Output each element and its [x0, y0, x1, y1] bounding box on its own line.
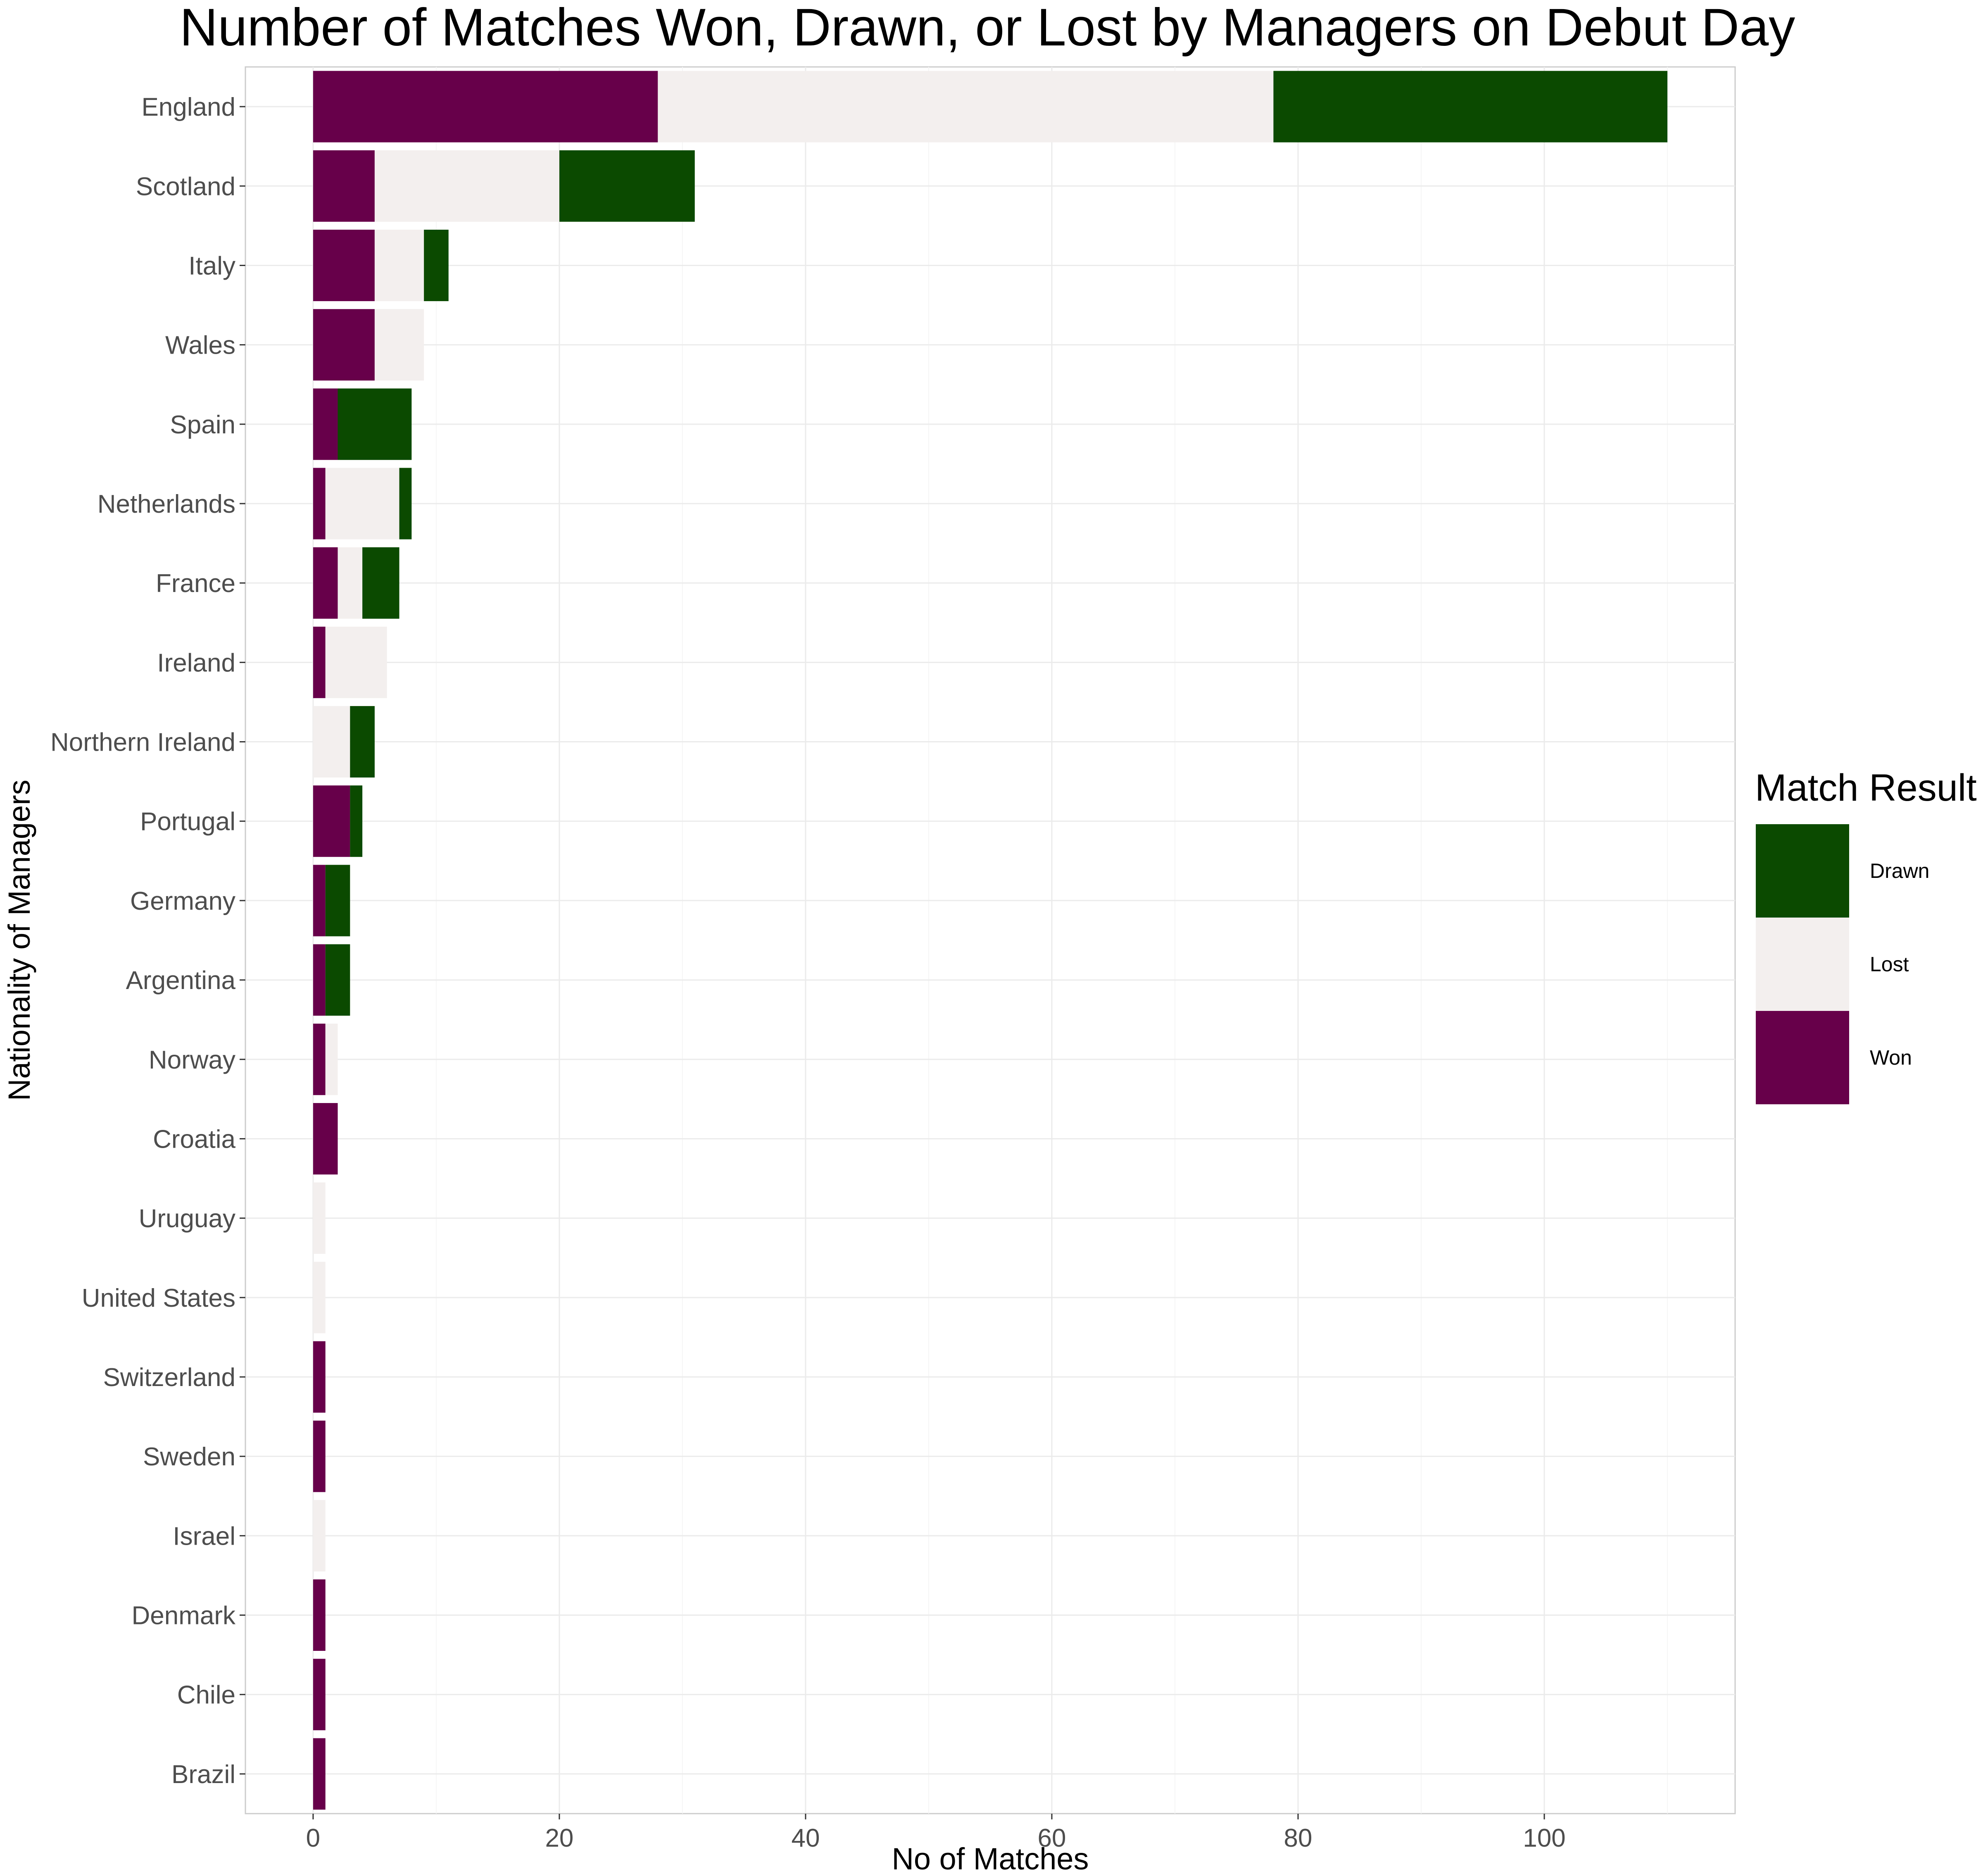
bar-drawn-netherlands: [399, 468, 412, 540]
x-axis-title: No of Matches: [892, 1842, 1089, 1874]
bar-lost-uruguay: [313, 1182, 326, 1254]
y-tick-label: Germany: [130, 887, 235, 915]
legend-key-drawn: [1756, 824, 1849, 918]
bar-drawn-scotland: [559, 150, 695, 222]
bar-won-brazil: [313, 1738, 326, 1810]
bar-lost-france: [338, 547, 363, 619]
y-tick-label: Wales: [165, 331, 235, 360]
bar-won-italy: [313, 229, 375, 301]
y-tick-label: Israel: [173, 1522, 235, 1550]
y-tick-label: Northern Ireland: [50, 728, 235, 757]
x-axis: 0 20 40 60 80 100: [306, 1814, 1566, 1852]
legend: Match Result Drawn Lost Won: [1755, 767, 1977, 1104]
y-tick-label: Brazil: [171, 1760, 235, 1789]
bar-won-wales: [313, 309, 375, 381]
bar-won-croatia: [313, 1103, 338, 1175]
bar-won-ireland: [313, 626, 326, 698]
legend-key-won: [1756, 1011, 1849, 1104]
bar-drawn-france: [362, 547, 399, 619]
bar-lost-scotland: [374, 150, 559, 222]
legend-key-lost: [1756, 918, 1849, 1011]
bar-drawn-northern-ireland: [350, 706, 375, 778]
bar-won-netherlands: [313, 468, 326, 540]
x-tick-label: 60: [1038, 1824, 1066, 1852]
y-tick-label: Croatia: [153, 1125, 235, 1153]
bar-won-spain: [313, 388, 338, 460]
bar-won-norway: [313, 1023, 326, 1095]
legend-keys: Drawn Lost Won: [1756, 824, 1929, 1104]
y-tick-label: Sweden: [143, 1443, 235, 1471]
plot-background: [245, 66, 1736, 1814]
legend-title: Match Result: [1755, 767, 1977, 809]
chart-title: Number of Matches Won, Drawn, or Lost by…: [180, 0, 1795, 57]
x-tick-label: 20: [545, 1824, 573, 1852]
legend-label-lost: Lost: [1870, 953, 1909, 976]
bar-won-france: [313, 547, 338, 619]
bar-lost-netherlands: [325, 468, 399, 540]
bar-lost-united-states: [313, 1262, 326, 1334]
y-axis-title: Nationality of Managers: [2, 780, 36, 1101]
legend-label-drawn: Drawn: [1870, 859, 1929, 882]
bar-drawn-portugal: [350, 785, 363, 857]
bar-drawn-argentina: [325, 944, 350, 1016]
bar-won-chile: [313, 1659, 326, 1731]
bar-won-england: [313, 71, 658, 143]
y-tick-label: Ireland: [157, 649, 235, 677]
bar-won-portugal: [313, 785, 350, 857]
bar-drawn-germany: [325, 865, 350, 937]
bar-won-denmark: [313, 1579, 326, 1651]
bar-won-sweden: [313, 1420, 326, 1492]
y-tick-label: England: [141, 93, 235, 121]
bar-lost-ireland: [325, 626, 387, 698]
y-tick-label: Denmark: [131, 1602, 236, 1630]
y-tick-label: Argentina: [126, 966, 236, 995]
bar-lost-norway: [325, 1023, 338, 1095]
y-tick-label: Uruguay: [139, 1205, 235, 1233]
bar-won-switzerland: [313, 1341, 326, 1413]
bar-lost-wales: [374, 309, 424, 381]
y-tick-label: Netherlands: [97, 490, 235, 518]
x-tick-label: 40: [791, 1824, 820, 1852]
y-tick-label: Spain: [170, 411, 235, 439]
y-axis: England Scotland Italy Wales Spain Netherland…: [50, 93, 245, 1789]
y-tick-label: France: [156, 569, 235, 598]
y-tick-label: Switzerland: [103, 1363, 235, 1392]
y-tick-label: Norway: [149, 1046, 235, 1074]
bar-won-germany: [313, 865, 326, 937]
bar-lost-italy: [374, 229, 424, 301]
x-tick-label: 100: [1523, 1824, 1565, 1852]
bar-drawn-spain: [338, 388, 412, 460]
bar-lost-israel: [313, 1500, 326, 1572]
bar-won-scotland: [313, 150, 375, 222]
plot-panel: [245, 66, 1736, 1814]
legend-label-won: Won: [1870, 1046, 1912, 1069]
bars: [313, 71, 1668, 1810]
bar-lost-england: [658, 71, 1274, 143]
x-tick-label: 0: [306, 1824, 320, 1852]
y-tick-label: Italy: [188, 252, 235, 280]
y-tick-label: Portugal: [140, 808, 235, 836]
y-tick-label: Chile: [177, 1681, 235, 1710]
x-tick-label: 80: [1284, 1824, 1312, 1852]
y-tick-label: Scotland: [136, 172, 235, 201]
bar-drawn-england: [1273, 71, 1668, 143]
bar-lost-northern-ireland: [313, 706, 350, 778]
y-tick-label: United States: [82, 1284, 235, 1312]
bar-drawn-italy: [424, 229, 449, 301]
bar-won-argentina: [313, 944, 326, 1016]
